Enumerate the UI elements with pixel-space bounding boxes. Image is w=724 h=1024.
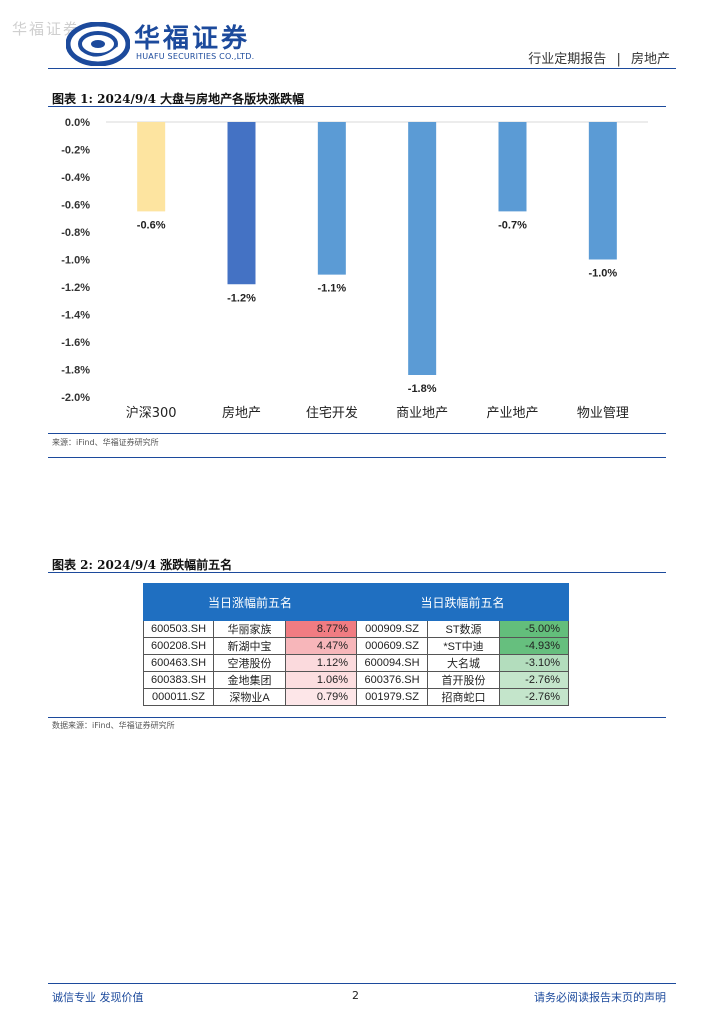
report-type: 行业定期报告 bbox=[528, 52, 607, 67]
figure1-end-rule bbox=[48, 457, 666, 458]
footer-disclaimer: 请务必阅读报告末页的声明 bbox=[534, 991, 666, 1004]
top-movers-table: 当日涨幅前五名 当日跌幅前五名 600503.SH 华丽家族 8.77% 000909… bbox=[142, 583, 570, 706]
y-tick-label: 0.0% bbox=[65, 117, 90, 129]
figure2-bottom-rule bbox=[48, 717, 666, 718]
gainer-code: 600463.SH bbox=[143, 654, 214, 672]
loser-name: *ST中迪 bbox=[427, 637, 501, 655]
gainer-name: 深物业A bbox=[213, 688, 286, 706]
gainer-change: 1.06% bbox=[284, 671, 358, 689]
loser-change: -4.93% bbox=[499, 637, 570, 655]
y-tick-label: -0.4% bbox=[61, 172, 90, 184]
loser-code: 600094.SH bbox=[356, 654, 429, 672]
x-category-label: 产业地产 bbox=[486, 406, 538, 421]
y-tick-label: -0.2% bbox=[61, 145, 90, 157]
bar-2 bbox=[227, 122, 256, 285]
loser-name: 首开股份 bbox=[427, 671, 501, 689]
data-label: -0.6% bbox=[137, 219, 166, 231]
loser-change: -2.76% bbox=[499, 688, 570, 706]
gainer-name: 华丽家族 bbox=[213, 620, 286, 638]
loser-name: 招商蛇口 bbox=[427, 688, 501, 706]
y-tick-label: -0.6% bbox=[61, 200, 90, 212]
page-number: 2 bbox=[352, 989, 359, 1002]
x-category-label: 房地产 bbox=[222, 405, 261, 421]
figure2-source: 数据来源：iFind、华福证券研究所 bbox=[52, 721, 175, 730]
gainer-change: 1.12% bbox=[284, 654, 358, 672]
gainer-name: 新湖中宝 bbox=[213, 637, 286, 655]
gainer-code: 600208.SH bbox=[143, 637, 214, 655]
y-tick-label: -2.0% bbox=[61, 392, 90, 404]
gainer-change: 0.79% bbox=[284, 688, 358, 706]
table-row: 600208.SH 新湖中宝 4.47% 000609.SZ *ST中迪 -4.93% bbox=[143, 637, 570, 655]
bar-3 bbox=[317, 122, 346, 275]
figure1-top-rule bbox=[48, 106, 666, 107]
y-tick-label: -1.0% bbox=[61, 255, 90, 267]
loser-change: -2.76% bbox=[499, 671, 570, 689]
figure1-title: 图表 1: 2024/9/4 大盘与房地产各版块涨跌幅 bbox=[52, 92, 305, 106]
x-category-label: 住宅开发 bbox=[306, 405, 358, 421]
gainer-code: 600503.SH bbox=[143, 620, 214, 638]
loser-change: -5.00% bbox=[499, 620, 570, 638]
loser-code: 001979.SZ bbox=[356, 688, 429, 706]
footer-divider bbox=[48, 983, 676, 984]
figure2-title: 图表 2: 2024/9/4 涨跌幅前五名 bbox=[52, 558, 233, 572]
loser-name: ST数源 bbox=[427, 620, 501, 638]
sector-change-bar-chart: 0.0% -0.2% -0.4% -0.6% -0.8% -1.0% -1.2% -1.4% -… bbox=[61, 117, 648, 421]
gainer-code: 000011.SZ bbox=[143, 688, 214, 706]
table-row: 600503.SH 华丽家族 8.77% 000909.SZ ST数源 -5.00% bbox=[143, 620, 570, 638]
data-label: -1.2% bbox=[227, 292, 256, 304]
bar-1 bbox=[137, 122, 166, 212]
y-tick-label: -0.8% bbox=[61, 227, 90, 239]
logo-title: 华福证券 bbox=[134, 24, 251, 54]
header-separator: | bbox=[616, 52, 621, 67]
gainers-header: 当日涨幅前五名 bbox=[142, 583, 358, 621]
table-row: 600463.SH 空港股份 1.12% 600094.SH 大名城 -3.10% bbox=[143, 654, 570, 672]
footer-slogan: 诚信专业 发现价值 bbox=[52, 991, 144, 1004]
bar-4 bbox=[408, 122, 437, 375]
figure2-top-rule bbox=[48, 572, 666, 573]
data-label: -0.7% bbox=[498, 219, 527, 231]
x-category-label: 商业地产 bbox=[396, 406, 448, 421]
bar-6 bbox=[588, 122, 617, 260]
loser-code: 000609.SZ bbox=[356, 637, 429, 655]
loser-name: 大名城 bbox=[427, 654, 501, 672]
huafu-logo-icon bbox=[66, 22, 130, 66]
gainer-name: 金地集团 bbox=[213, 671, 286, 689]
y-tick-label: -1.6% bbox=[61, 337, 90, 349]
logo-subtitle: HUAFU SECURITIES CO.,LTD. bbox=[136, 52, 255, 61]
company-logo: 华福证券 HUAFU SECURITIES CO.,LTD. bbox=[66, 20, 276, 68]
industry-label: 房地产 bbox=[630, 52, 670, 67]
gainer-name: 空港股份 bbox=[213, 654, 286, 672]
figure1-bottom-rule bbox=[48, 433, 666, 434]
loser-code: 000909.SZ bbox=[356, 620, 429, 638]
y-tick-label: -1.8% bbox=[61, 365, 90, 377]
gainer-code: 600383.SH bbox=[143, 671, 214, 689]
figure1-source: 来源：iFind、华福证券研究所 bbox=[52, 438, 159, 447]
loser-change: -3.10% bbox=[499, 654, 570, 672]
loser-code: 600376.SH bbox=[356, 671, 429, 689]
watermark-text: 华福证券 bbox=[12, 20, 81, 38]
x-category-label: 物业管理 bbox=[577, 406, 629, 421]
losers-header: 当日跌幅前五名 bbox=[356, 583, 570, 621]
gainer-change: 8.77% bbox=[284, 620, 358, 638]
x-category-label: 沪深300 bbox=[126, 405, 177, 421]
y-tick-label: -1.2% bbox=[61, 282, 90, 294]
data-label: -1.0% bbox=[588, 268, 617, 280]
header-category: 行业定期报告 | 房地产 bbox=[528, 48, 670, 67]
data-label: -1.1% bbox=[317, 283, 346, 295]
table-row: 000011.SZ 深物业A 0.79% 001979.SZ 招商蛇口 -2.76% bbox=[143, 688, 570, 706]
data-label: -1.8% bbox=[408, 383, 437, 395]
bar-5 bbox=[498, 122, 527, 212]
gainer-change: 4.47% bbox=[284, 637, 358, 655]
header-divider bbox=[48, 68, 676, 69]
y-tick-label: -1.4% bbox=[61, 310, 90, 322]
table-row: 600383.SH 金地集团 1.06% 600376.SH 首开股份 -2.76% bbox=[143, 671, 570, 689]
